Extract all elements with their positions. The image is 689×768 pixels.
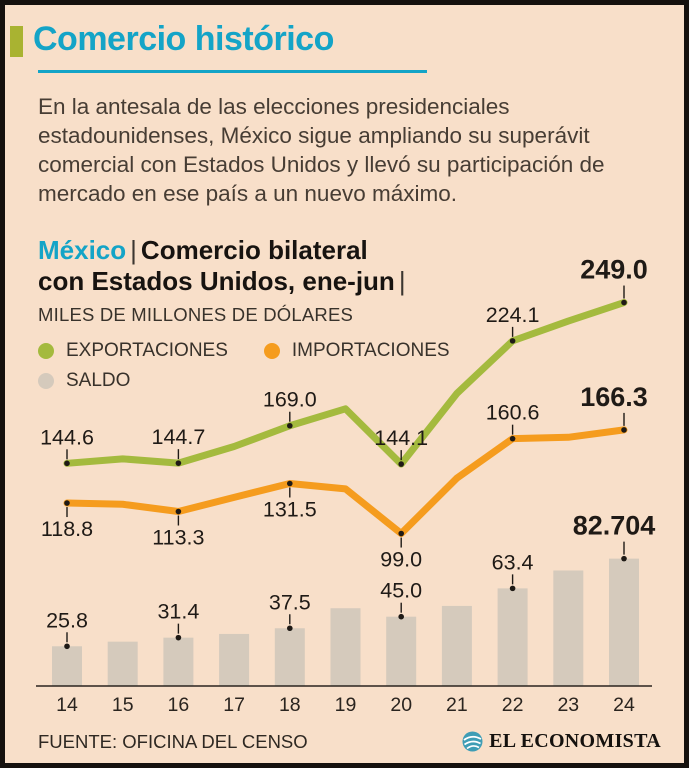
saldo-bar [553, 570, 584, 686]
page-title: Comercio histórico [33, 20, 334, 58]
legend-label-saldo: SALDO [66, 370, 131, 391]
legend-item-saldo: SALDO [38, 370, 130, 392]
saldo-bar [386, 616, 417, 686]
data-label: 113.3 [152, 526, 204, 550]
source-label: FUENTE: OFICINA DEL CENSO [38, 730, 308, 752]
data-label: 249.0 [580, 255, 648, 285]
saldo-dot-icon [38, 373, 54, 389]
label-point-dot [398, 530, 405, 537]
el-economista-swirl-icon [462, 731, 483, 752]
x-tick-label: 18 [279, 694, 301, 716]
label-point-dot [621, 427, 627, 433]
legend-item-exportaciones: EXPORTACIONES [38, 340, 228, 362]
x-tick-label: 24 [613, 694, 635, 716]
x-tick-label: 17 [223, 694, 245, 716]
exportaciones-dot-icon [38, 343, 54, 359]
x-tick-label: 20 [390, 694, 412, 716]
importaciones-dot-icon [263, 343, 280, 359]
label-point-dot [509, 338, 516, 344]
units-label: MILES DE MILLONES DE DÓLARES [38, 304, 354, 325]
label-point-dot [509, 435, 516, 442]
footer: FUENTE: OFICINA DEL CENSO EL ECONOMISTA [0, 730, 689, 753]
title-bullet [10, 26, 23, 57]
saldo-bar [163, 637, 194, 686]
legend-row-2: SALDO [38, 366, 486, 396]
saldo-bar [107, 641, 138, 686]
data-label: 25.8 [46, 608, 88, 632]
data-label: 31.4 [157, 600, 199, 624]
data-label: 82.704 [573, 511, 656, 541]
data-label: 166.3 [580, 382, 648, 412]
label-point-dot [398, 461, 405, 467]
saldo-bar [274, 628, 305, 686]
importaciones-line [63, 426, 628, 538]
exportaciones-line [63, 299, 628, 468]
x-tick-label: 23 [557, 694, 579, 716]
label-point-dot [175, 508, 182, 515]
label-point-dot [64, 460, 70, 467]
label-point-dot [64, 643, 70, 650]
chart-title-line1: Comercio bilateral [140, 235, 368, 265]
legend-row-1: EXPORTACIONES IMPORTACIONES [38, 336, 486, 366]
data-label: 144.7 [151, 425, 205, 449]
intro-text: En la antesala de las elecciones preside… [38, 94, 605, 206]
label-point-dot [398, 613, 405, 620]
label-point-dot [175, 460, 182, 466]
data-label: 45.0 [380, 579, 422, 603]
x-tick-label: 22 [502, 694, 524, 716]
x-tick-label: 14 [56, 694, 78, 716]
legend-item-importaciones: IMPORTACIONES [263, 340, 450, 362]
legend-label-importaciones: IMPORTACIONES [291, 340, 450, 361]
data-label: 144.1 [374, 426, 428, 450]
title-underline [38, 70, 427, 73]
saldo-bar [441, 605, 472, 686]
legend: EXPORTACIONES IMPORTACIONES SALDO [38, 336, 486, 396]
brand-logo: EL ECONOMISTA [462, 730, 661, 753]
data-label: 118.8 [41, 517, 93, 541]
data-label: 169.0 [263, 388, 317, 412]
saldo-bar [497, 588, 528, 686]
data-label: 99.0 [380, 548, 422, 572]
x-tick-label: 19 [335, 694, 357, 716]
chart-title-region: México [38, 235, 127, 265]
legend-label-exportaciones: EXPORTACIONES [66, 340, 228, 361]
label-point-dot [64, 500, 70, 506]
data-label: 37.5 [269, 590, 311, 614]
brand-name: EL ECONOMISTA [489, 730, 661, 752]
data-label: 160.6 [486, 401, 540, 425]
label-point-dot [287, 422, 293, 429]
x-tick-label: 15 [112, 694, 134, 716]
saldo-bar [609, 558, 639, 686]
data-label: 144.6 [40, 425, 94, 449]
label-point-dot [175, 634, 182, 641]
data-label: 131.5 [263, 497, 317, 521]
label-point-dot [509, 585, 516, 592]
data-label: 224.1 [486, 303, 540, 327]
divider-icon: | [398, 266, 406, 296]
x-tick-label: 21 [446, 694, 468, 716]
label-point-dot [287, 625, 293, 632]
saldo-bar [52, 646, 82, 686]
label-point-dot [621, 555, 627, 562]
divider-icon: | [130, 235, 137, 265]
saldo-bar [330, 608, 361, 686]
label-point-dot [287, 480, 293, 487]
x-tick-label: 16 [168, 694, 190, 716]
saldo-bar [219, 633, 250, 686]
chart-title-line2: con Estados Unidos, ene-jun [38, 266, 395, 296]
data-label: 63.4 [492, 550, 534, 574]
label-point-dot [621, 299, 627, 306]
chart-title: México | Comercio bilateral con Estados Un… [38, 235, 410, 297]
